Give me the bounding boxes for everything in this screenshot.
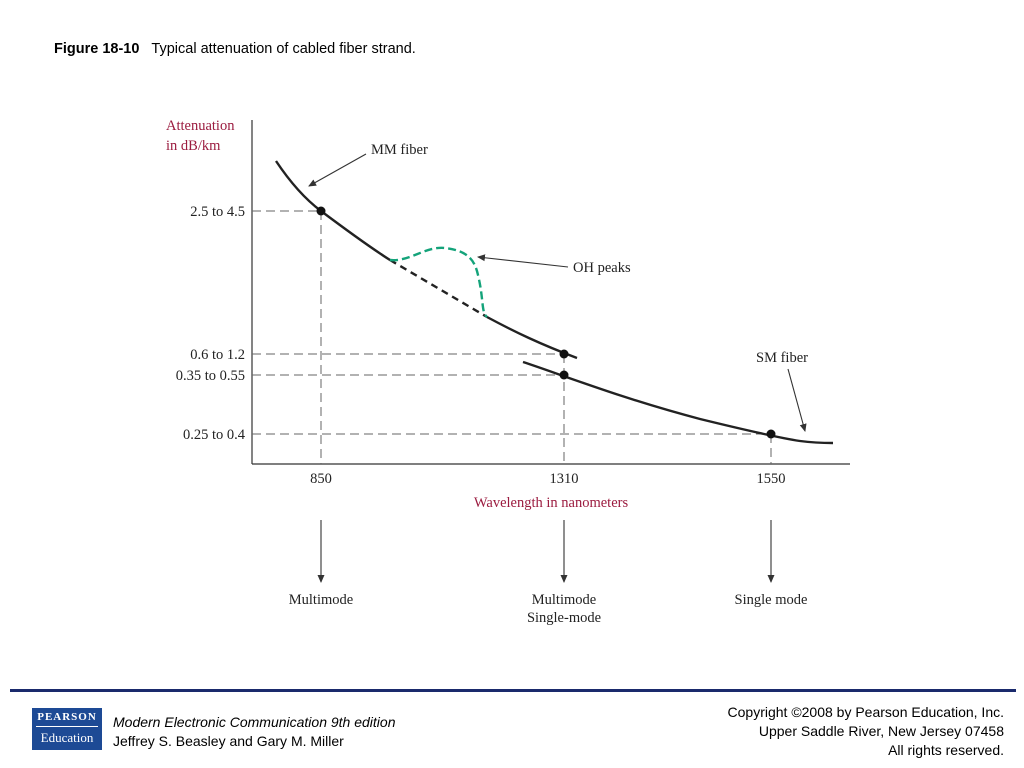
- attenuation-diagram: Attenuation in dB/km 2.5 to 4.5 0.6 to 1…: [166, 118, 850, 626]
- x-tick-label: 1310: [550, 471, 579, 487]
- pearson-logo: PEARSON Education: [32, 708, 102, 750]
- point-1310-mm: [559, 349, 569, 359]
- book-info: Modern Electronic Communication 9th edit…: [113, 713, 395, 751]
- point-850: [316, 206, 326, 216]
- logo-line2: Education: [40, 730, 94, 745]
- y-axis-label-line2: in dB/km: [166, 138, 221, 154]
- y-tick-label: 2.5 to 4.5: [190, 204, 245, 220]
- y-tick-label: 0.25 to 0.4: [183, 427, 246, 443]
- footer-divider: [10, 689, 1016, 692]
- figure-caption: Figure 18-10 Typical attenuation of cable…: [54, 41, 416, 57]
- x-tick-label: 850: [310, 471, 332, 487]
- oh-peaks-arrow: [477, 254, 569, 268]
- mode-label-1310-line1: Multimode: [532, 592, 596, 608]
- sm-fiber-curve: [522, 360, 834, 445]
- oh-peaks-curve: [389, 246, 488, 318]
- copyright-line1: Copyright ©2008 by Pearson Education, In…: [727, 704, 1004, 720]
- mm-fiber-label: MM fiber: [371, 142, 428, 158]
- sm-fiber-arrow: [787, 368, 807, 432]
- figure-number: Figure 18-10: [54, 41, 140, 57]
- mm-fiber-curve: [275, 160, 391, 262]
- mm-fiber-arrow: [308, 153, 367, 187]
- mode-label-1550: Single mode: [735, 592, 808, 608]
- logo-line1: PEARSON: [36, 708, 98, 727]
- x-tick-label: 1550: [757, 471, 786, 487]
- copyright-notice: Copyright ©2008 by Pearson Education, In…: [728, 703, 1004, 760]
- mode-label-1310-line2: Single-mode: [527, 610, 601, 626]
- x-axis-label: Wavelength in nanometers: [474, 495, 629, 511]
- copyright-line2: Upper Saddle River, New Jersey 07458: [758, 723, 1004, 739]
- sm-fiber-label: SM fiber: [756, 350, 808, 366]
- book-authors: Jeffrey S. Beasley and Gary M. Miller: [113, 733, 344, 749]
- copyright-line3: All rights reserved.: [888, 742, 1004, 758]
- y-tick-label: 0.35 to 0.55: [176, 368, 245, 384]
- figure-caption-text: Typical attenuation of cabled fiber stra…: [151, 41, 416, 57]
- point-1550: [766, 429, 776, 439]
- y-tick-label: 0.6 to 1.2: [190, 347, 245, 363]
- oh-peaks-label: OH peaks: [573, 260, 631, 276]
- y-axis-label-line1: Attenuation: [166, 118, 235, 134]
- point-1310-sm: [559, 370, 569, 380]
- book-title: Modern Electronic Communication 9th edit…: [113, 714, 396, 730]
- mode-label-850: Multimode: [289, 592, 353, 608]
- mm-fiber-curve-dashed: [389, 258, 488, 319]
